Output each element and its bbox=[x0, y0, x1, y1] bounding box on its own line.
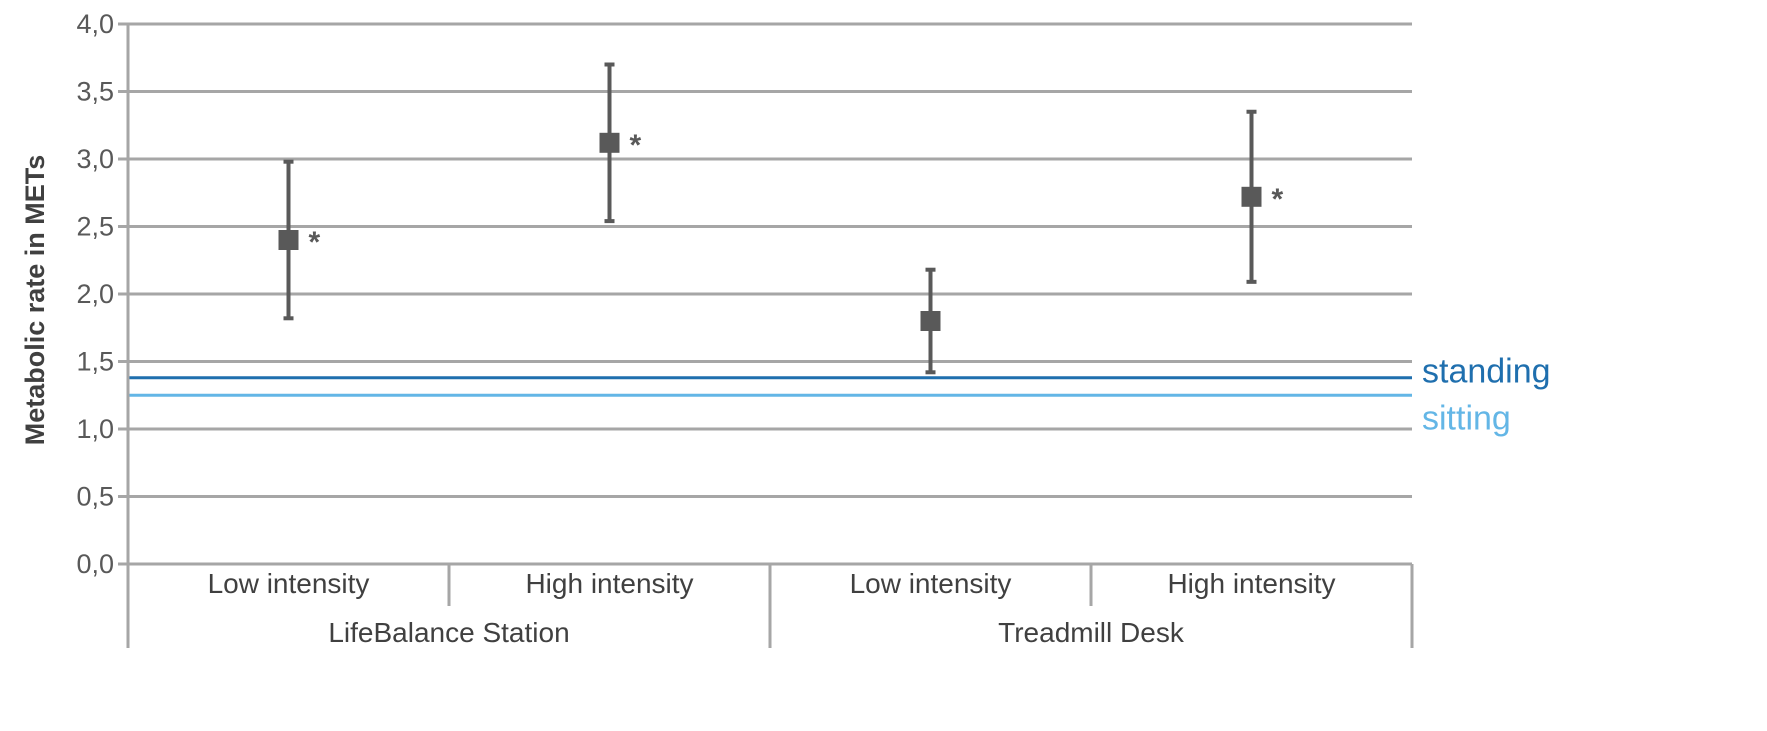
data-point-marker bbox=[1241, 186, 1262, 207]
reference-label-sitting: sitting bbox=[1422, 399, 1511, 437]
category-label: Low intensity bbox=[208, 568, 370, 599]
data-points: * * * bbox=[278, 62, 1284, 375]
category-label: Low intensity bbox=[850, 568, 1012, 599]
significance-marker: * bbox=[1272, 183, 1284, 216]
grid-lines bbox=[128, 22, 1412, 566]
y-tick-label: 0,5 bbox=[76, 482, 114, 512]
significance-marker: * bbox=[630, 129, 642, 162]
reference-lines: standing sitting bbox=[128, 353, 1551, 437]
y-tick-label: 3,0 bbox=[76, 144, 114, 174]
data-point-marker bbox=[920, 311, 941, 331]
group-label: Treadmill Desk bbox=[998, 617, 1185, 648]
group-label: LifeBalance Station bbox=[328, 617, 569, 648]
y-tick-label: 2,5 bbox=[76, 212, 114, 242]
significance-marker: * bbox=[309, 226, 321, 259]
category-labels: Low intensity High intensity Low intensity… bbox=[208, 568, 1336, 648]
y-tick-label: 1,5 bbox=[76, 347, 114, 377]
axes bbox=[118, 22, 1414, 648]
y-tick-label: 2,0 bbox=[76, 279, 114, 309]
category-label: High intensity bbox=[525, 568, 693, 599]
y-tick-label: 3,5 bbox=[76, 77, 114, 107]
data-point-marker bbox=[599, 132, 620, 153]
y-tick-label: 4,0 bbox=[76, 9, 114, 39]
y-tick-labels: 0,0 0,5 1,0 1,5 2,0 2,5 3,0 3,5 4,0 bbox=[76, 9, 114, 579]
y-tick-label: 1,0 bbox=[76, 414, 114, 444]
reference-label-standing: standing bbox=[1422, 353, 1551, 391]
y-tick-label: 0,0 bbox=[76, 549, 114, 579]
y-axis-title: Metabolic rate in METs bbox=[20, 155, 50, 446]
data-point-marker bbox=[278, 230, 299, 250]
category-label: High intensity bbox=[1167, 568, 1335, 599]
